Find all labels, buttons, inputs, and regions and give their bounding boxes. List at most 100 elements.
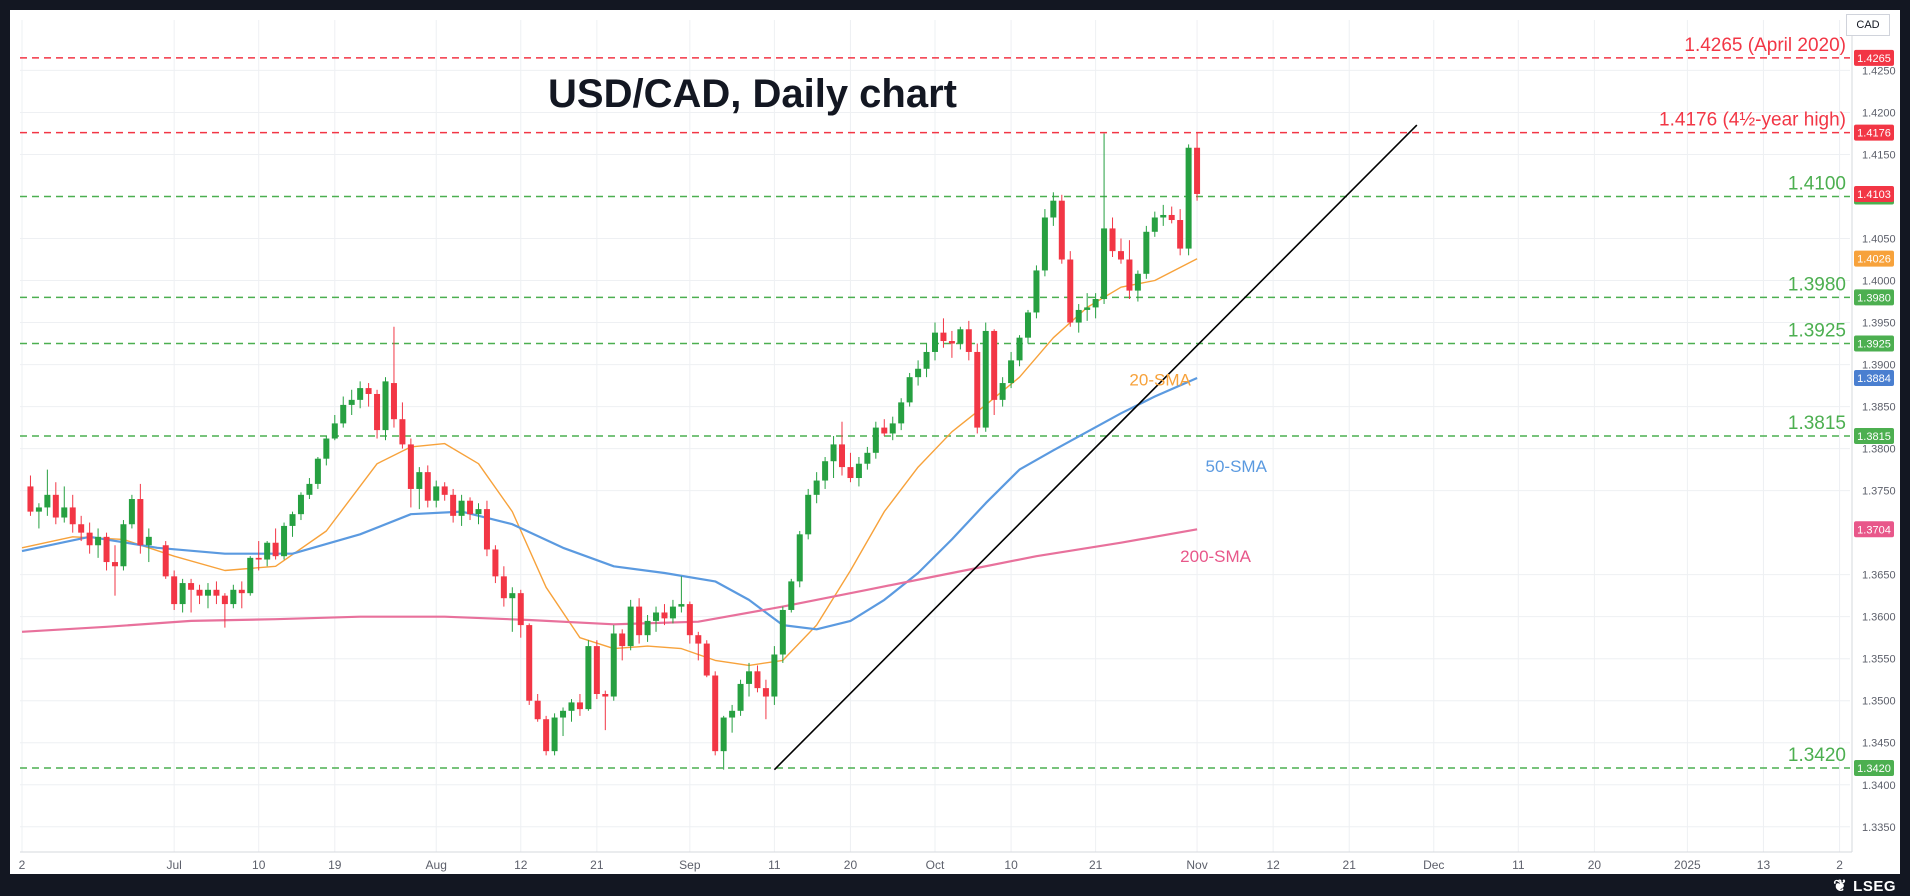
candle [678, 576, 685, 613]
candle-body [61, 507, 68, 518]
candle [1143, 225, 1150, 279]
candle [467, 497, 474, 521]
candle-body [475, 509, 482, 515]
candle-body [69, 507, 76, 525]
candle [1185, 144, 1192, 256]
x-tick-label: 2 [19, 858, 26, 872]
y-tick-label: 1.3900 [1862, 360, 1896, 372]
candle [221, 593, 228, 628]
candle [923, 343, 930, 378]
brand-logo[interactable]: ❦ LSEG [1833, 876, 1896, 896]
candle-body [957, 329, 964, 344]
candle-body [357, 388, 364, 400]
sma-annotation: 20-SMA [1129, 371, 1191, 390]
x-tick-label: 2025 [1674, 858, 1701, 872]
candle [695, 631, 702, 661]
candle-body [340, 404, 347, 424]
sma-line-200-sma [21, 528, 1198, 633]
sma-line-20-sma [21, 258, 1198, 667]
x-tick-label: 20 [844, 858, 858, 872]
candle-body [424, 472, 431, 501]
candle-body [779, 609, 786, 655]
candle-body [830, 444, 837, 462]
candle [1109, 217, 1116, 257]
price-badge-label: 1.3420 [1857, 763, 1891, 775]
candle [948, 330, 955, 358]
candle [204, 583, 211, 609]
candle [306, 478, 313, 500]
level-label: 1.4176 (4½-year high) [1659, 110, 1846, 131]
currency-label[interactable]: CAD [1846, 14, 1890, 36]
candle-body [103, 536, 110, 563]
candle-body [399, 419, 406, 445]
candle [1151, 211, 1158, 237]
x-tick-label: 19 [328, 858, 342, 872]
candle-body [137, 499, 144, 546]
candle-body [653, 612, 660, 621]
candle-body [560, 710, 567, 718]
candle-body [855, 463, 862, 479]
x-tick-label: 11 [1512, 858, 1525, 872]
candle-body [483, 509, 490, 550]
candle [636, 598, 643, 644]
candle-body [390, 383, 397, 420]
level-lines: 1.4265 (April 2020) 1.4176 (4½-year high)… [20, 35, 1850, 769]
candle-body [272, 542, 279, 557]
candle [1117, 238, 1124, 264]
candle [813, 472, 820, 504]
brand-name: LSEG [1853, 877, 1896, 895]
candle-body [526, 625, 533, 701]
candle-body [1151, 217, 1158, 232]
price-badge-label: 1.4265 [1857, 53, 1891, 65]
candle [86, 522, 93, 554]
candle [517, 589, 524, 638]
y-tick-label: 1.3750 [1862, 486, 1896, 498]
candles [27, 132, 1201, 770]
candle [95, 528, 102, 558]
candle-body [813, 480, 820, 495]
candle [551, 713, 558, 756]
candle [788, 578, 795, 613]
candle [1194, 132, 1201, 201]
candle [1058, 194, 1065, 264]
candle-body [238, 589, 245, 594]
candle-body [441, 486, 448, 495]
candle [433, 480, 440, 508]
candle [416, 467, 423, 510]
annotations: 20-SMA 50-SMA 200-SMA [1129, 371, 1267, 566]
candle [982, 322, 989, 432]
candle [653, 606, 660, 632]
candle [188, 578, 195, 613]
x-axis: 2 Jul 10 19 Aug 12 21 Sep 11 20 Oct 10 21 Nov 12 21 Dec 1… [19, 851, 1852, 872]
candle [1067, 251, 1074, 327]
candle [619, 629, 626, 661]
y-tick-label: 1.3400 [1862, 780, 1896, 792]
candle-body [509, 593, 516, 599]
candle [847, 452, 854, 483]
candle [52, 482, 59, 525]
candle [374, 389, 381, 439]
candle-body [1185, 147, 1192, 249]
candle [661, 604, 668, 626]
candle [796, 530, 803, 588]
candlestick-chart[interactable]: 1.4265 (April 2020) 1.4176 (4½-year high)… [10, 10, 1900, 874]
candle [255, 541, 262, 571]
candle [534, 694, 541, 722]
candle-body [999, 383, 1006, 400]
candle [196, 584, 203, 605]
candle-body [982, 330, 989, 428]
candle [703, 640, 710, 678]
candle [746, 662, 753, 697]
candle [61, 486, 68, 523]
candle [247, 556, 254, 596]
candle-body [348, 399, 355, 405]
price-badge [1854, 250, 1894, 267]
candle-body [771, 654, 778, 697]
candle-body [1024, 312, 1031, 338]
candle [585, 640, 592, 711]
candle [627, 599, 634, 651]
candle-body [669, 606, 676, 619]
y-tick-label: 1.4200 [1862, 107, 1896, 119]
candle [213, 581, 220, 605]
level-label: 1.3815 [1788, 413, 1846, 434]
